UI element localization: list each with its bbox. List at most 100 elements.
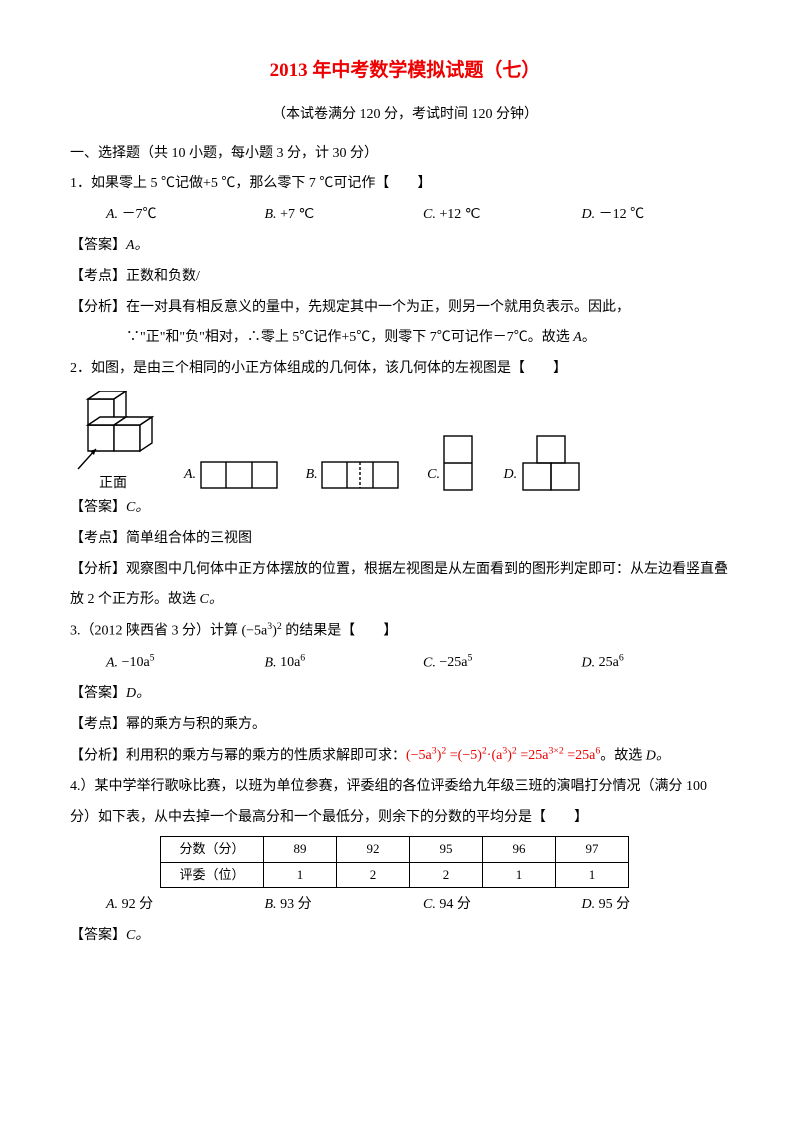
q4-answer: 【答案】C。 — [70, 921, 740, 952]
opt-d-label: D. — [582, 655, 596, 670]
table-cell: 92 — [337, 836, 410, 862]
opt-b-label: B. — [265, 655, 277, 670]
answer-value: C。 — [126, 500, 149, 515]
answer-label: 【答案】 — [70, 928, 126, 943]
answer-value: A。 — [126, 238, 149, 253]
q1-opt-a: －7℃ — [122, 207, 157, 222]
opt-d-label: D. — [582, 897, 596, 912]
page-title: 2013 年中考数学模拟试题（七） — [70, 50, 740, 92]
table-cell: 95 — [410, 836, 483, 862]
q2-kaodian: 【考点】简单组合体的三视图 — [70, 524, 740, 555]
q2-opt-b: B. — [306, 460, 400, 491]
table-cell: 分数（分） — [161, 836, 264, 862]
table-cell: 96 — [483, 836, 556, 862]
opt-b-label: B. — [265, 897, 277, 912]
q4-opt-b: 93 分 — [280, 897, 312, 912]
fenxi-end2: D。 — [646, 748, 670, 763]
opt-c-label: C. — [423, 207, 436, 222]
fenxi-end: C。 — [200, 592, 223, 607]
kaodian-label: 【考点】 — [70, 717, 126, 732]
answer-value: C。 — [126, 928, 149, 943]
table-cell: 1 — [483, 862, 556, 888]
q3-opt-d: 25a6 — [599, 655, 624, 670]
q3-opt-b: 10a6 — [280, 655, 305, 670]
kaodian-text: 简单组合体的三视图 — [126, 531, 252, 546]
q3-stem-2: 的结果是【 】 — [282, 624, 398, 639]
opt-a-label: A. — [106, 897, 118, 912]
fenxi-label: 【分析】 — [70, 300, 126, 315]
fenxi-end: 。故选 — [600, 748, 646, 763]
table-cell: 1 — [264, 862, 337, 888]
q4-stem-1: 4.）某中学举行歌咏比赛，以班为单位参赛，评委组的各位评委给九年级三班的演唱打分… — [70, 772, 740, 803]
q3-stem-1: 3.（2012 陕西省 3 分）计算 (−5a — [70, 624, 267, 639]
q2-figures: 正面 A. B. C. D. — [70, 391, 740, 491]
q3-options: A. −10a5 B. 10a6 C. −25a5 D. 25a6 — [70, 648, 740, 679]
q1-opt-b: +7 ℃ — [280, 207, 314, 222]
opt-b-label: B. — [265, 207, 277, 222]
q2-stem: 2．如图，是由三个相同的小正方体组成的几何体，该几何体的左视图是【 】 — [70, 354, 740, 385]
view-a-icon — [200, 461, 278, 491]
q1-opt-c: +12 ℃ — [439, 207, 480, 222]
q2-fenxi: 【分析】观察图中几何体中正方体摆放的位置，根据左视图是从左面看到的图形判定即可：… — [70, 555, 740, 617]
q4-stem-2: 分）如下表，从中去掉一个最高分和一个最低分，则余下的分数的平均分是【 】 — [70, 803, 740, 834]
q1-answer: 【答案】A。 — [70, 231, 740, 262]
fenxi-text-2: ∵"正"和"负"相对，∴零上 5℃记作+5℃，则零下 7℃可记作－7℃。故选 — [126, 330, 573, 345]
q2-opt-a: A. — [184, 460, 278, 491]
view-b-icon — [321, 461, 399, 491]
opt-b-label: B. — [306, 467, 318, 482]
fenxi-formula: (−5a3)2 =(−5)2·(a3)2 =25a3×2 =25a6 — [406, 748, 600, 763]
cube-icon — [70, 391, 156, 477]
opt-d-label: D. — [503, 467, 517, 482]
table-cell: 89 — [264, 836, 337, 862]
opt-text: 25a — [599, 655, 619, 670]
fenxi-text: 观察图中几何体中正方体摆放的位置，根据左视图是从左面看到的图形判定即可：从左边看… — [70, 562, 728, 608]
answer-label: 【答案】 — [70, 238, 126, 253]
q4-opt-c: 94 分 — [439, 897, 471, 912]
q1-fenxi2: ∵"正"和"负"相对，∴零上 5℃记作+5℃，则零下 7℃可记作－7℃。故选 A… — [70, 323, 740, 354]
view-c-icon — [443, 435, 475, 491]
q3-answer: 【答案】D。 — [70, 679, 740, 710]
q4-opt-a: 92 分 — [122, 897, 154, 912]
opt-a-label: A. — [184, 467, 196, 482]
q3-stem: 3.（2012 陕西省 3 分）计算 (−5a3)2 的结果是【 】 — [70, 616, 740, 647]
table-cell: 97 — [556, 836, 629, 862]
page-subtitle: （本试卷满分 120 分，考试时间 120 分钟） — [70, 100, 740, 131]
opt-text: −10a — [122, 655, 150, 670]
q2-opt-c: C. — [427, 435, 475, 491]
q2-solid: 正面 — [70, 391, 156, 491]
table-cell: 1 — [556, 862, 629, 888]
view-d-icon — [521, 435, 581, 491]
section-heading: 一、选择题（共 10 小题，每小题 3 分，计 30 分） — [70, 139, 740, 170]
q3-fenxi: 【分析】利用积的乘方与幂的乘方的性质求解即可求：(−5a3)2 =(−5)2·(… — [70, 741, 740, 772]
answer-label: 【答案】 — [70, 686, 126, 701]
kaodian-label: 【考点】 — [70, 269, 126, 284]
q1-fenxi: 【分析】在一对具有相反意义的量中，先规定其中一个为正，则另一个就用负表示。因此， — [70, 293, 740, 324]
q2-opt-d: D. — [503, 435, 580, 491]
answer-value: D。 — [126, 686, 150, 701]
kaodian-text: 幂的乘方与积的乘方。 — [126, 717, 266, 732]
q1-stem: 1．如果零上 5 ℃记做+5 ℃，那么零下 7 ℃可记作【 】 — [70, 169, 740, 200]
fenxi-label: 【分析】 — [70, 562, 126, 577]
q4-opt-d: 95 分 — [599, 897, 631, 912]
opt-a-label: A. — [106, 207, 118, 222]
opt-a-label: A. — [106, 655, 118, 670]
table-cell: 2 — [337, 862, 410, 888]
q3-opt-c: −25a5 — [439, 655, 472, 670]
q3-opt-a: −10a5 — [122, 655, 155, 670]
q4-options: A. 92 分 B. 93 分 C. 94 分 D. 95 分 — [70, 890, 740, 921]
table-row: 分数（分） 89 92 95 96 97 — [161, 836, 629, 862]
q1-options: A. －7℃ B. +7 ℃ C. +12 ℃ D. －12 ℃ — [70, 200, 740, 231]
fenxi-text-1: 在一对具有相反意义的量中，先规定其中一个为正，则另一个就用负表示。因此， — [126, 300, 630, 315]
opt-text: −25a — [439, 655, 467, 670]
opt-c-label: C. — [423, 655, 436, 670]
kaodian-text: 正数和负数/ — [126, 269, 200, 284]
fenxi-pre: 利用积的乘方与幂的乘方的性质求解即可求： — [126, 748, 406, 763]
kaodian-label: 【考点】 — [70, 531, 126, 546]
opt-c-label: C. — [423, 897, 436, 912]
q3-kaodian: 【考点】幂的乘方与积的乘方。 — [70, 710, 740, 741]
fenxi-label: 【分析】 — [70, 748, 126, 763]
q2-answer: 【答案】C。 — [70, 493, 740, 524]
opt-c-label: C. — [427, 467, 440, 482]
score-table: 分数（分） 89 92 95 96 97 评委（位） 1 2 2 1 1 — [160, 836, 629, 889]
q1-opt-d: －12 ℃ — [599, 207, 645, 222]
